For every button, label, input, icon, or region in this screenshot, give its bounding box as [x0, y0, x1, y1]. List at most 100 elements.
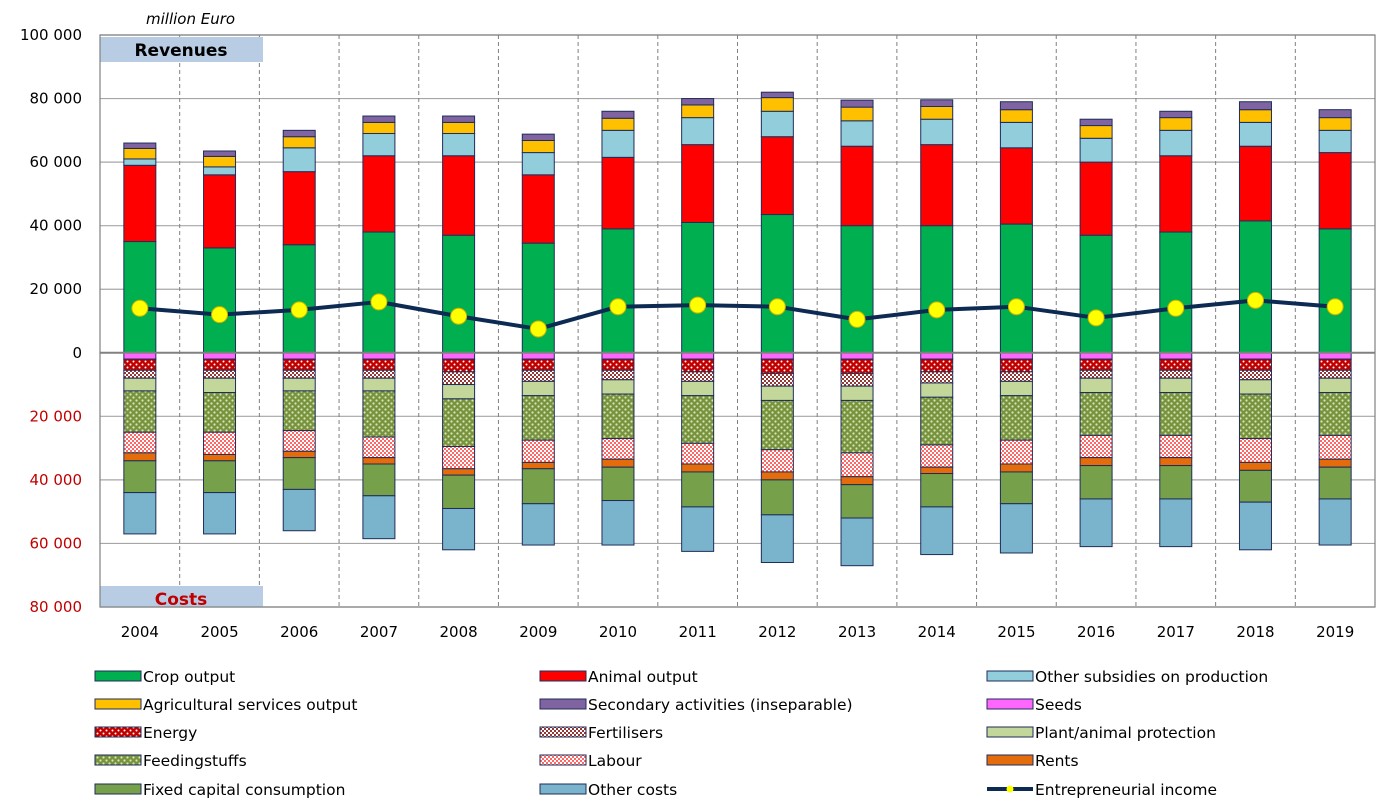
bar-plant-animal-protection: [442, 384, 476, 400]
bar-crop-output: [681, 221, 715, 354]
bar-fixed-capital-consumption: [681, 471, 715, 508]
bar-other-costs: [920, 506, 954, 556]
bar-agricultural-services-output: [521, 140, 555, 154]
legend-swatch: [94, 726, 142, 738]
bar-fixed-capital-consumption: [1318, 466, 1352, 500]
bar-rents: [1079, 457, 1113, 467]
bar-secondary-activities-inseparable: [123, 142, 157, 149]
bar-feedingstuffs: [442, 398, 476, 448]
legend-swatch: [539, 670, 587, 682]
x-tick-label: 2016: [1077, 623, 1115, 641]
bar-other-subsidies-on-production: [1079, 137, 1113, 163]
bar-labour: [282, 430, 316, 452]
bar-crop-output: [601, 228, 635, 354]
bar-fixed-capital-consumption: [999, 471, 1033, 505]
legend-item-agricultural-services-output: Agricultural services output: [94, 696, 357, 714]
bar-secondary-activities-inseparable: [999, 101, 1033, 111]
legend-item-secondary-activities-inseparable: Secondary activities (inseparable): [539, 696, 853, 714]
bar-labour: [521, 439, 555, 463]
bar-feedingstuffs: [282, 390, 316, 432]
point-entrepreneurial-income: [848, 310, 866, 328]
bar-feedingstuffs: [1318, 392, 1352, 436]
bar-crop-output: [999, 223, 1033, 354]
bar-fertilisers: [282, 369, 316, 379]
bar-secondary-activities-inseparable: [362, 115, 396, 123]
bar-fixed-capital-consumption: [362, 463, 396, 497]
bar-other-subsidies-on-production: [681, 117, 715, 146]
line-layer: [131, 291, 1344, 338]
bar-agricultural-services-output: [1159, 117, 1193, 131]
bar-fertilisers: [760, 372, 794, 387]
bar-feedingstuffs: [1238, 393, 1272, 440]
bar-energy: [1079, 358, 1113, 371]
bar-crop-output: [1159, 231, 1193, 354]
legend-swatch: [986, 670, 1034, 682]
legend-item-other-subsidies-on-production: Other subsidies on production: [986, 668, 1268, 686]
bar-other-costs: [203, 492, 237, 535]
x-tick-label: 2004: [121, 623, 159, 641]
legend-label: Other costs: [588, 781, 677, 799]
bar-fixed-capital-consumption: [1079, 465, 1113, 500]
bar-secondary-activities-inseparable: [1159, 110, 1193, 119]
bar-crop-output: [760, 214, 794, 354]
bar-energy: [999, 358, 1033, 373]
bar-other-subsidies-on-production: [920, 118, 954, 146]
bar-energy: [1318, 358, 1352, 371]
badges-layer: Revenues Costs: [100, 37, 263, 610]
bar-animal-output: [362, 155, 396, 233]
point-entrepreneurial-income: [768, 298, 786, 316]
bar-feedingstuffs: [362, 390, 396, 438]
bar-labour: [442, 446, 476, 470]
bar-agricultural-services-output: [681, 104, 715, 119]
point-entrepreneurial-income: [1167, 299, 1185, 317]
bar-fertilisers: [920, 371, 954, 384]
bar-feedingstuffs: [999, 395, 1033, 441]
legend-swatch: [94, 698, 142, 710]
x-tick-label: 2019: [1316, 623, 1354, 641]
bar-other-costs: [999, 503, 1033, 554]
legend-label: Agricultural services output: [143, 696, 357, 714]
bar-feedingstuffs: [601, 393, 635, 440]
bar-plant-animal-protection: [999, 380, 1033, 397]
point-entrepreneurial-income: [609, 298, 627, 316]
costs-badge-bg: [100, 586, 263, 607]
legend-label: Plant/animal protection: [1035, 724, 1216, 742]
bar-fertilisers: [840, 372, 874, 387]
y-tick-label: 40 000: [30, 471, 83, 489]
bar-agricultural-services-output: [442, 121, 476, 135]
bar-fertilisers: [362, 369, 396, 379]
bar-plant-animal-protection: [920, 382, 954, 398]
y-tick-label: 80 000: [30, 90, 83, 108]
bar-animal-output: [601, 156, 635, 230]
bar-plant-animal-protection: [362, 377, 396, 392]
point-entrepreneurial-income: [1007, 298, 1025, 316]
bar-animal-output: [442, 155, 476, 236]
bar-labour: [681, 442, 715, 465]
legend-item-plant-animal-protection: Plant/animal protection: [986, 724, 1216, 742]
bar-animal-output: [760, 136, 794, 216]
bar-agricultural-services-output: [123, 147, 157, 160]
bar-energy: [601, 358, 635, 371]
bar-fixed-capital-consumption: [1159, 465, 1193, 500]
bar-agricultural-services-output: [1079, 125, 1113, 139]
bar-animal-output: [521, 174, 555, 244]
bar-fertilisers: [999, 371, 1033, 382]
x-tick-label: 2012: [758, 623, 796, 641]
bar-rents: [1238, 461, 1272, 471]
legend-label: Other subsidies on production: [1035, 668, 1268, 686]
point-entrepreneurial-income: [689, 296, 707, 314]
bar-rents: [282, 450, 316, 459]
legend-label: Secondary activities (inseparable): [588, 696, 853, 714]
bar-crop-output: [1238, 220, 1272, 354]
bar-plant-animal-protection: [521, 380, 555, 397]
bar-labour: [203, 431, 237, 455]
x-tick-label: 2008: [440, 623, 478, 641]
bar-plant-animal-protection: [1238, 379, 1272, 395]
bar-other-subsidies-on-production: [840, 120, 874, 147]
bar-feedingstuffs: [681, 395, 715, 444]
bar-labour: [1318, 434, 1352, 460]
legend-item-seeds: Seeds: [986, 696, 1082, 714]
bar-other-subsidies-on-production: [1159, 129, 1193, 157]
legend-label: Fixed capital consumption: [143, 781, 345, 799]
bar-secondary-activities-inseparable: [282, 129, 316, 138]
